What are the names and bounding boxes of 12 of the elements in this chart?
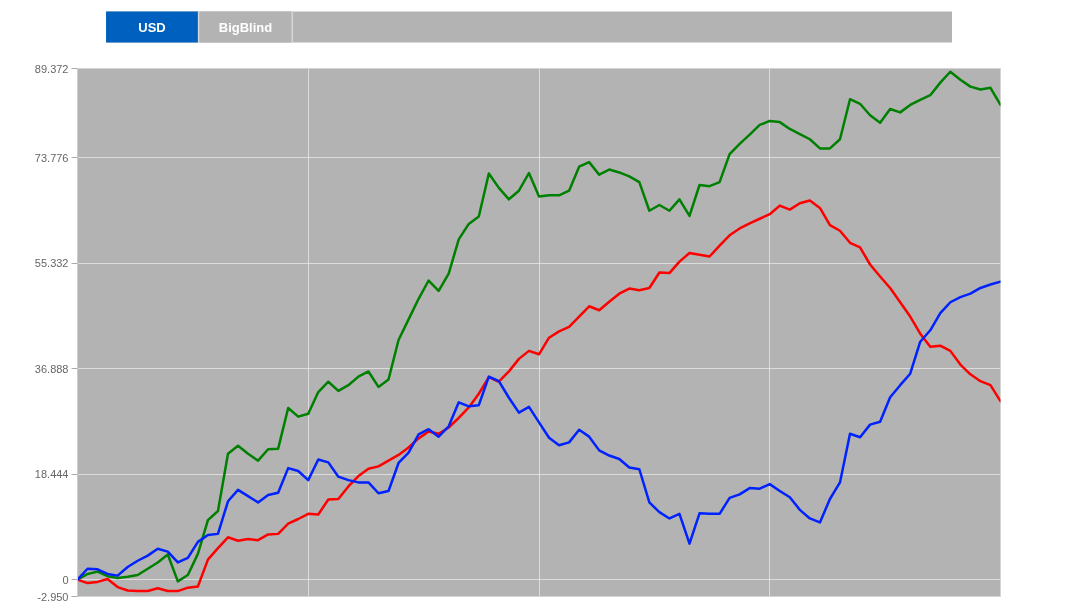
y-tick-label: 89.372 (34, 62, 69, 75)
text: USD (138, 19, 166, 35)
text: BigBlind (218, 19, 273, 35)
line-series (77, 70, 1001, 583)
y-tick-label: 18.444 (34, 468, 69, 481)
line-series (77, 199, 1001, 593)
y-tick-label: 73.776 (34, 151, 69, 164)
y-tick-label: 36.888 (34, 362, 69, 375)
line-series (77, 280, 1001, 581)
y-tick-label: 55.332 (34, 257, 69, 270)
y-tick-label: 0 (62, 573, 69, 586)
y-tick-label: -2.950 (37, 590, 69, 603)
